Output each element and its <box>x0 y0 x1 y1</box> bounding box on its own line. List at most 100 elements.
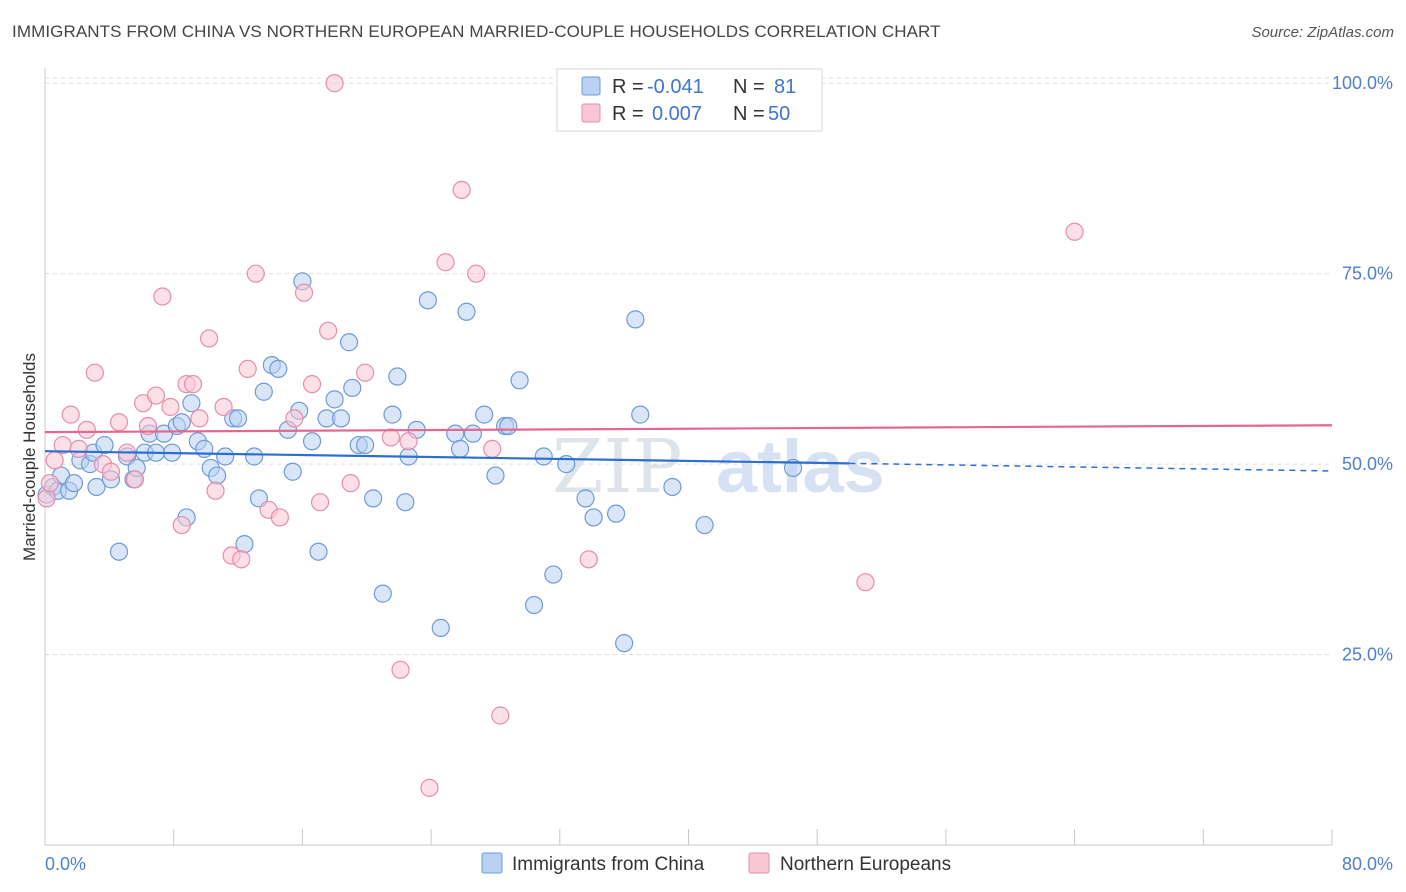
china-point <box>343 378 362 398</box>
china-trend-line <box>44 450 850 465</box>
china-point <box>631 405 650 424</box>
northern-european-point <box>40 474 59 493</box>
china-point <box>418 291 437 310</box>
china-point <box>544 565 563 584</box>
bottom-legend: Immigrants from China Northern Europeans <box>481 852 951 875</box>
legend-swatch-china <box>481 852 503 874</box>
china-point <box>524 595 544 615</box>
china-point <box>607 504 626 523</box>
china-point <box>245 447 264 466</box>
watermark: ZIP atlas <box>552 424 885 510</box>
china-point <box>309 542 328 561</box>
northern-european-point <box>153 287 172 306</box>
northern-european-point <box>467 264 486 283</box>
northern-european-point <box>69 439 88 458</box>
legend-label-china: Immigrants from China <box>512 854 705 875</box>
stats-legend-pink-n-value: 50 <box>768 103 790 125</box>
china-point <box>95 435 114 455</box>
northern-european-point <box>45 451 64 470</box>
northern-european-point <box>420 778 439 797</box>
china-point <box>339 333 359 352</box>
china-point <box>302 432 322 451</box>
stats-legend-blue-r-value: -0.041 <box>647 76 704 98</box>
china-point <box>396 493 415 512</box>
northern-european-point <box>1065 222 1084 241</box>
stats-legend-blue-swatch <box>581 76 601 96</box>
stats-legend: R = -0.041 N = 81 R = 0.007 N = 50 <box>556 68 823 132</box>
stats-legend-pink-r-label: R = <box>612 103 644 125</box>
northern-european-point <box>579 550 598 569</box>
china-point <box>663 477 682 497</box>
stats-legend-blue-r-label: R = <box>612 76 644 98</box>
northern-european-point <box>310 493 330 512</box>
china-point <box>283 462 302 481</box>
gridlines <box>45 77 1332 656</box>
china-point <box>576 489 595 508</box>
northern-european-point <box>270 508 289 527</box>
northern-european-point <box>125 470 145 489</box>
northern-european-point <box>436 253 455 272</box>
northern-european-point <box>199 329 219 348</box>
china-point <box>486 466 505 485</box>
china-point <box>364 489 383 508</box>
stats-legend-blue-n-label: N = <box>733 76 765 98</box>
china-point <box>269 359 288 378</box>
china-point <box>783 458 803 478</box>
china-point <box>325 390 344 409</box>
northern-european-point <box>483 439 502 458</box>
northern-european-point <box>214 397 233 417</box>
china-point <box>64 474 84 493</box>
china-point <box>510 371 529 390</box>
northern-european-point <box>325 74 344 93</box>
northern-european-point <box>238 359 257 378</box>
stats-legend-pink-swatch <box>581 103 601 123</box>
china-point <box>172 413 191 432</box>
china-point <box>534 447 553 466</box>
axes <box>44 68 1332 846</box>
northern-european-point <box>172 515 191 535</box>
china-point <box>584 508 603 527</box>
northern-european-point <box>190 409 209 428</box>
northern-european-point <box>232 550 251 569</box>
northern-european-point <box>319 321 338 340</box>
chart-title: IMMIGRANTS FROM CHINA VS NORTHERN EUROPE… <box>12 22 941 41</box>
stats-legend-pink-n-label: N = <box>733 103 765 125</box>
y-tick-label: 25.0% <box>1342 645 1393 665</box>
stats-legend-blue-n-value: 81 <box>774 76 796 98</box>
china-point <box>109 542 129 561</box>
china-point <box>182 394 201 413</box>
y-tick-label: 100.0% <box>1332 73 1393 93</box>
y-axis-title: Married-couple Households <box>20 353 39 561</box>
china-point <box>626 310 645 329</box>
x-tick-label-max: 80.0% <box>1342 854 1393 874</box>
china-trend-line-extension <box>849 462 1333 472</box>
china-point <box>431 618 450 637</box>
northern-european-point <box>452 180 471 199</box>
china-point <box>373 584 392 603</box>
northern-european-point <box>77 420 96 439</box>
china-point <box>87 477 106 497</box>
china-point <box>388 367 407 386</box>
northern-european-point <box>61 405 80 424</box>
data-points <box>37 74 1084 797</box>
chart-source: Source: ZipAtlas.com <box>1251 24 1394 41</box>
northern-european-point <box>138 416 158 436</box>
y-tick-label: 75.0% <box>1342 264 1393 284</box>
stats-legend-pink-r-value: 0.007 <box>652 103 702 125</box>
northern-european-point <box>391 660 410 679</box>
northern-european-point <box>85 363 104 382</box>
northern-european-point <box>183 375 203 394</box>
northern-european-point <box>856 573 875 592</box>
china-point <box>254 382 273 401</box>
china-point <box>331 409 351 428</box>
northern-european-point <box>285 409 304 428</box>
northern-european-point <box>294 283 314 302</box>
china-point <box>195 439 214 458</box>
northern-european-point <box>302 375 322 394</box>
china-point <box>383 405 402 424</box>
china-point <box>695 515 714 535</box>
china-point <box>457 302 476 321</box>
northern-european-point <box>109 413 129 432</box>
northern-european-point <box>146 386 166 405</box>
